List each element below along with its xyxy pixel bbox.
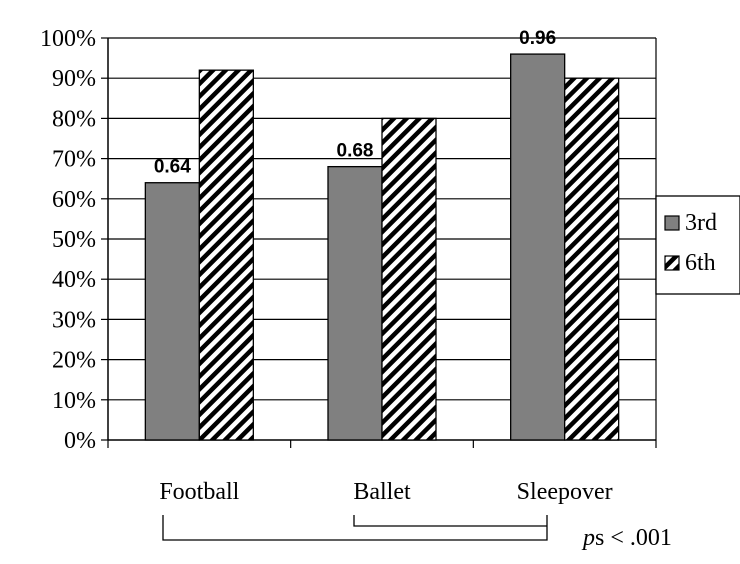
significance-label: ps < .001 xyxy=(581,525,672,551)
data-label: 0.96 xyxy=(519,28,556,49)
legend-box xyxy=(655,195,740,295)
y-tick-label: 20% xyxy=(52,348,96,374)
significance-value: s < .001 xyxy=(595,525,672,551)
category-label: Sleepover xyxy=(517,479,613,505)
bar-6th-football xyxy=(198,69,254,441)
bracket-football-sleepover xyxy=(162,515,548,541)
bar-6th-sleepover xyxy=(564,77,620,441)
legend-label: 6th xyxy=(685,250,716,276)
bar-3rd-football xyxy=(144,182,200,441)
y-tick-label: 40% xyxy=(52,267,96,293)
legend-label: 3rd xyxy=(685,210,717,236)
significance-annotation: ps < .001 xyxy=(162,515,672,551)
y-tick-label: 90% xyxy=(52,66,96,92)
bars xyxy=(144,53,620,441)
y-tick-label: 0% xyxy=(64,428,96,454)
bar-3rd-ballet xyxy=(327,165,383,441)
category-label: Football xyxy=(159,479,239,505)
category-label: Ballet xyxy=(353,479,411,505)
y-tick-label: 30% xyxy=(52,307,96,333)
data-label: 0.68 xyxy=(337,141,374,162)
legend-swatch-6th xyxy=(664,255,680,271)
legend: 3rd 6th xyxy=(655,195,740,295)
bar-3rd-sleepover xyxy=(510,53,566,441)
y-tick-label: 70% xyxy=(52,147,96,173)
labels: 0% 10% 20% 30% 40% 50% 60% 70% 80% 90% 100% Footbal… xyxy=(40,26,613,505)
bracket-ballet-sleepover xyxy=(353,515,547,527)
y-tick-label: 60% xyxy=(52,187,96,213)
y-tick-label: 50% xyxy=(52,227,96,253)
y-tick-label: 80% xyxy=(52,106,96,132)
data-label: 0.64 xyxy=(154,157,191,178)
legend-swatch-3rd xyxy=(664,215,680,231)
y-tick-label: 100% xyxy=(40,26,96,52)
y-tick-label: 10% xyxy=(52,388,96,414)
significance-p: p xyxy=(581,525,595,551)
bar-6th-ballet xyxy=(381,117,437,441)
